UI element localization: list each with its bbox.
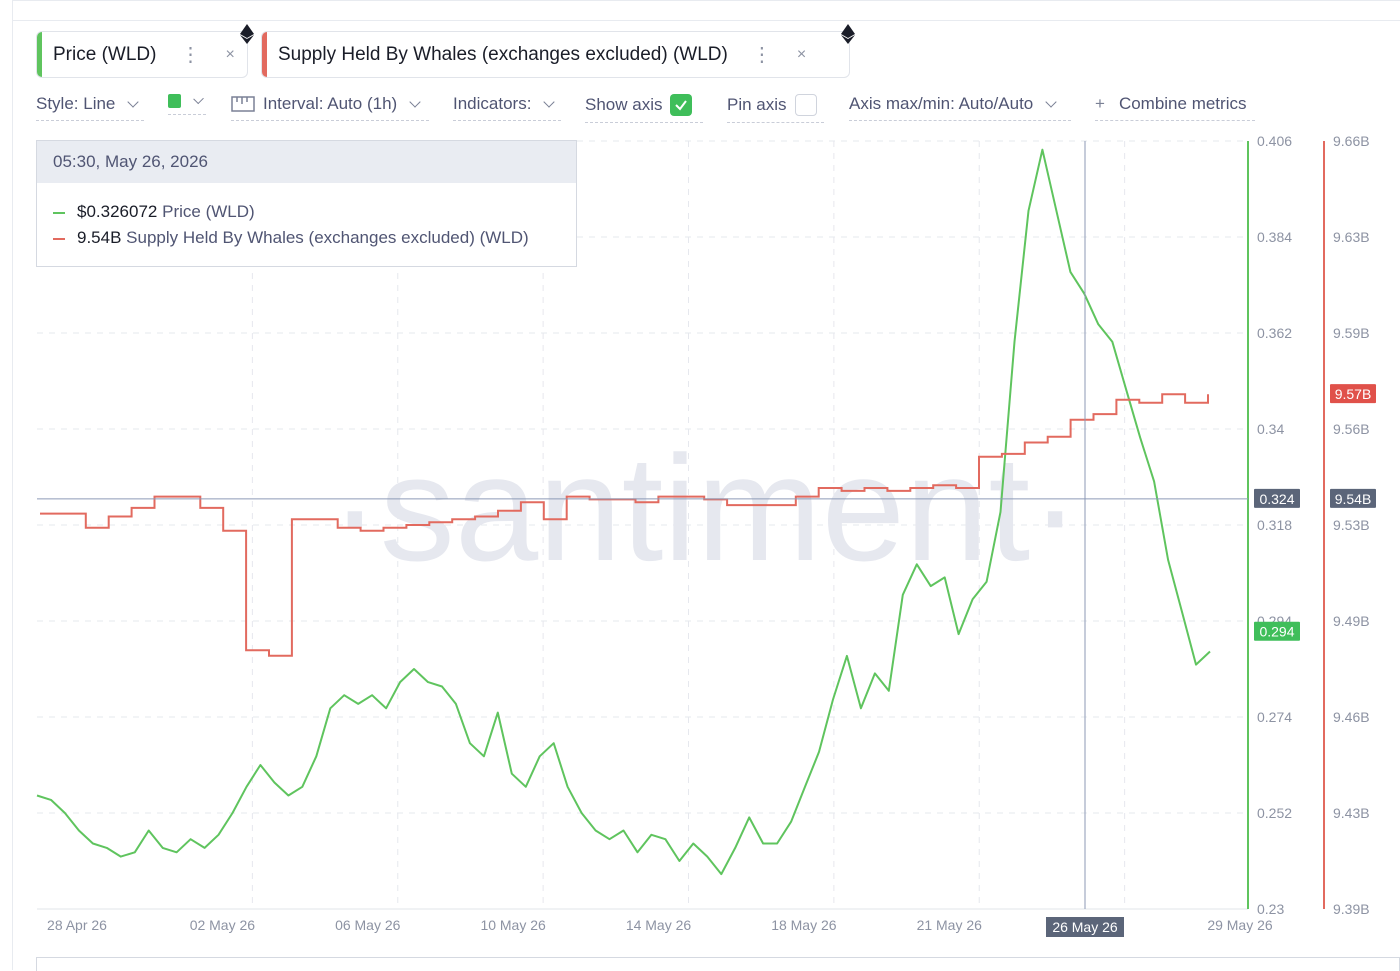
price-current-badge-bg (1254, 621, 1300, 641)
whales-axis-tick: 9.49B (1333, 613, 1370, 629)
x-axis-tick: 02 May 26 (190, 917, 256, 933)
metric-pill-whales[interactable]: Supply Held By Whales (exchanges exclude… (261, 31, 850, 78)
santiment-watermark: ·santiment· (330, 424, 1080, 592)
tooltip-price-name: Price (WLD) (162, 202, 255, 221)
whales-axis-tick: 9.46B (1333, 709, 1370, 725)
whales-line (40, 393, 1209, 657)
metric-menu-whales[interactable]: ⋮ (751, 44, 772, 66)
price-legend-dash (53, 211, 65, 214)
style-label: Style: Line (36, 94, 116, 113)
show-axis-toggle[interactable]: Show axis (585, 94, 703, 123)
x-axis-tick: 18 May 26 (771, 917, 837, 933)
crosshair-price-badge-bg (1254, 488, 1300, 508)
price-line (36, 148, 1211, 876)
indicators-label: Indicators: (453, 94, 532, 113)
color-swatch (168, 94, 181, 108)
ruler-icon (231, 96, 255, 112)
x-axis-tick: 10 May 26 (480, 917, 546, 933)
axis-maxmin-label: Axis max/min: Auto/Auto (849, 94, 1034, 113)
tooltip-date: 05:30, May 26, 2026 (37, 141, 576, 183)
whales-current-badge-bg (1330, 384, 1376, 404)
whales-color-bar (262, 32, 267, 77)
crosshair-price-badge: 0.324 (1259, 491, 1294, 507)
chart-grid (37, 140, 1248, 909)
price-axis-tick: 0.318 (1257, 517, 1292, 533)
cursor-date-badge: 26 May 26 (1052, 919, 1118, 935)
whales-axis-tick: 9.43B (1333, 805, 1370, 821)
checkbox-checked-icon[interactable] (670, 94, 693, 116)
metric-label-price: Price (WLD) (53, 43, 157, 65)
price-axis-tick: 0.406 (1257, 133, 1292, 149)
tooltip-whales-name: Supply Held By Whales (exchanges exclude… (126, 228, 529, 247)
x-axis-tick: 21 May 26 (917, 917, 983, 933)
x-axis-tick: 28 Apr 26 (47, 917, 107, 933)
whales-axis-tick: 9.53B (1333, 517, 1370, 533)
whales-axis-tick: 9.59B (1333, 325, 1370, 341)
price-axis-tick: 0.23 (1257, 901, 1284, 917)
tooltip-whales-value: 9.54B (77, 228, 122, 247)
cursor-date-badge-bg (1046, 917, 1124, 937)
price-axis-tick: 0.34 (1257, 421, 1284, 437)
interval-label: Interval: Auto (1h) (263, 94, 398, 113)
combine-metrics-label: Combine metrics (1118, 94, 1247, 113)
combine-metrics-button[interactable]: + Combine metrics (1095, 94, 1255, 121)
chart-markers: 0.324 9.54B 0.294 9.57B 26 May 26 (37, 141, 1376, 937)
price-axis-tick: 0.274 (1257, 709, 1292, 725)
x-axis-tick: 29 May 26 (1207, 917, 1273, 933)
price-current-badge: 0.294 (1259, 624, 1294, 640)
whales-axis-tick: 9.56B (1333, 421, 1370, 437)
hover-tooltip: 05:30, May 26, 2026 $0.326072 Price (WLD… (36, 140, 577, 267)
crosshair-whales-badge-bg (1330, 488, 1376, 508)
price-axis-tick: 0.362 (1257, 325, 1292, 341)
crosshair-whales-badge: 9.54B (1335, 491, 1372, 507)
pin-axis-toggle[interactable]: Pin axis (727, 94, 824, 123)
price-axis-tick: 0.384 (1257, 229, 1292, 245)
pin-axis-label: Pin axis (727, 95, 787, 114)
whales-axis-tick: 9.39B (1333, 901, 1370, 917)
interval-dropdown[interactable]: Interval: Auto (1h) (231, 94, 429, 121)
ethereum-icon (841, 24, 855, 44)
whales-current-badge: 9.57B (1335, 386, 1372, 402)
color-picker[interactable] (168, 93, 206, 115)
plus-icon: + (1095, 94, 1105, 113)
tooltip-row-price: $0.326072 Price (WLD) (53, 202, 255, 222)
divider (12, 20, 1400, 21)
axis-maxmin-dropdown[interactable]: Axis max/min: Auto/Auto (849, 94, 1071, 121)
price-axis-tick: 0.252 (1257, 805, 1292, 821)
remove-metric-price[interactable]: × (225, 45, 235, 63)
chart-panel (12, 0, 1400, 970)
chart-series (36, 148, 1211, 876)
tooltip-row-whales: 9.54B Supply Held By Whales (exchanges e… (53, 228, 529, 248)
tooltip-price-value: $0.326072 (77, 202, 158, 221)
checkbox-icon[interactable] (794, 94, 817, 116)
style-dropdown[interactable]: Style: Line (36, 94, 144, 121)
metric-menu-price[interactable]: ⋮ (180, 44, 200, 66)
indicators-dropdown[interactable]: Indicators: (453, 94, 561, 121)
show-axis-label: Show axis (585, 95, 663, 114)
whales-axis-tick: 9.63B (1333, 229, 1370, 245)
metric-pill-price[interactable]: Price (WLD) ⋮ × (36, 31, 248, 78)
price-color-bar (37, 32, 42, 77)
whales-axis-tick: 9.66B (1333, 133, 1370, 149)
x-axis-tick: 14 May 26 (626, 917, 692, 933)
whales-legend-dash (53, 237, 65, 240)
ethereum-icon (240, 24, 254, 44)
metric-label-whales: Supply Held By Whales (exchanges exclude… (278, 43, 728, 65)
x-axis-tick: 06 May 26 (335, 917, 401, 933)
remove-metric-whales[interactable]: × (796, 45, 807, 63)
